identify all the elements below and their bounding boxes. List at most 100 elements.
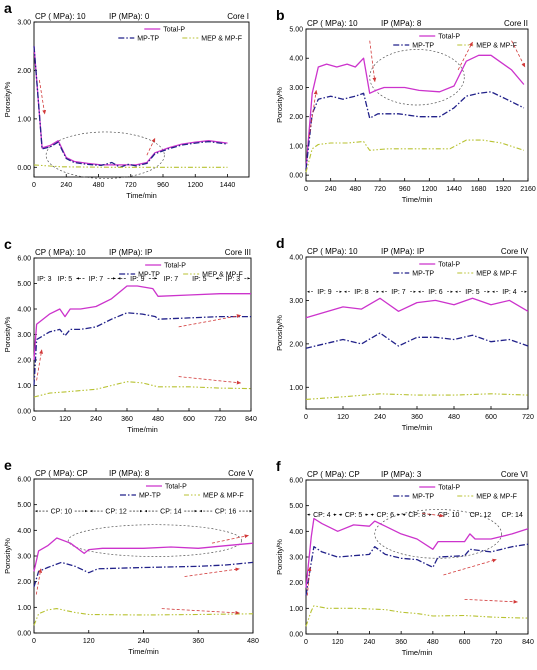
panel-letter: b — [276, 7, 285, 23]
x-tick-label: 480 — [247, 638, 259, 645]
phase-segment: IP: 8 — [344, 289, 379, 296]
series-line-1 — [305, 297, 529, 319]
y-tick-label: 5.00 — [17, 502, 31, 509]
y-axis-label: Porosity/% — [3, 81, 12, 117]
x-tick-label: 480 — [427, 639, 439, 646]
highlight-ellipse — [45, 131, 165, 179]
x-tick-label: 240 — [325, 186, 337, 193]
legend-entry: Total-P — [419, 485, 460, 492]
trend-arrow — [178, 376, 242, 385]
y-tick-label: 4.00 — [17, 307, 31, 314]
trend-arrow — [161, 608, 240, 615]
y-axis-label: Porosity/% — [275, 315, 284, 351]
y-tick-label: 2.00 — [17, 68, 31, 75]
y-tick-label: 4.00 — [17, 528, 31, 535]
ip-label: IP (MPa): 0 — [109, 12, 150, 21]
series-line-2 — [305, 543, 529, 596]
ip-label: IP (MPa): 3 — [381, 470, 422, 479]
y-tick-label: 5.00 — [289, 27, 303, 34]
trend-arrow — [184, 567, 240, 577]
core-label: Core II — [504, 19, 528, 28]
highlight-ellipse — [374, 509, 502, 559]
phase-segment: IP: 7 — [76, 276, 116, 283]
phase-label: IP: 7 — [164, 276, 179, 283]
cp-label: CP ( MPa): 10 — [35, 248, 86, 257]
x-tick-label: 480 — [93, 182, 105, 189]
y-tick-label: 1.00 — [17, 605, 31, 612]
cp-label: CP ( MPa): CP — [307, 470, 360, 479]
legend-label: MEP & MP-F — [203, 493, 244, 500]
y-tick-label: 4.00 — [289, 56, 303, 63]
legend-entry: MEP & MP-F — [182, 36, 242, 43]
panel-b: b CP ( MPa): 10 IP (MPa): 8 Core II 0.00 1.00… — [275, 7, 536, 204]
y-tick-label: 1.00 — [289, 606, 303, 613]
y-tick-label: 1.00 — [289, 143, 303, 150]
y-tick-label: 2.00 — [289, 341, 303, 348]
legend-label: MEP & MP-F — [476, 494, 517, 501]
legend-entry: MEP & MP-F — [457, 43, 517, 50]
y-tick-label: 3.00 — [17, 20, 31, 27]
x-axis-label: Time/min — [128, 647, 159, 656]
cp-label: CP ( MPa): 10 — [307, 247, 358, 256]
legend-entry: Total-P — [145, 263, 186, 270]
x-tick-label: 240 — [60, 182, 72, 189]
phase-label: CP: 12 — [470, 512, 492, 519]
y-tick-label: 2.00 — [17, 358, 31, 365]
phase-segment: CP: 6 — [370, 512, 401, 519]
x-tick-label: 600 — [183, 416, 195, 423]
series-line-2 — [33, 312, 251, 386]
x-tick-label: 120 — [59, 416, 71, 423]
x-axis-label: Time/min — [126, 191, 157, 200]
legend-label: MEP & MP-F — [476, 43, 517, 50]
y-tick-label: 0.00 — [289, 632, 303, 639]
y-tick-label: 0.00 — [17, 409, 31, 416]
y-tick-label: 1.00 — [17, 383, 31, 390]
x-tick-label: 360 — [192, 638, 204, 645]
phase-label: IP: 8 — [354, 289, 369, 296]
x-tick-label: 1920 — [496, 186, 512, 193]
phase-label: IP: 5 — [192, 276, 207, 283]
legend-entry: MP-TP — [393, 494, 434, 501]
phase-segment: CP: 12 — [89, 509, 143, 516]
phase-segment: IP: 7 — [381, 289, 416, 296]
panel-e: e CP ( MPa): CP IP (MPa): 8 Core V 0.00 1.00 2… — [3, 457, 259, 656]
x-tick-label: 1680 — [471, 186, 487, 193]
x-tick-label: 1440 — [446, 186, 462, 193]
phase-segment: CP: 12 — [470, 512, 492, 519]
x-tick-label: 480 — [349, 186, 361, 193]
x-tick-label: 0 — [32, 638, 36, 645]
x-tick-label: 240 — [90, 416, 102, 423]
legend-label: MP-TP — [412, 271, 434, 278]
y-tick-label: 6.00 — [17, 477, 31, 484]
x-tick-label: 240 — [364, 639, 376, 646]
x-tick-label: 1200 — [187, 182, 203, 189]
phase-segment: CP: 10 — [438, 512, 460, 519]
phase-segment: IP: 7 — [164, 276, 179, 283]
panel-letter: d — [276, 235, 285, 251]
series-line-1 — [305, 54, 525, 170]
y-tick-label: 3.00 — [289, 555, 303, 562]
x-axis-label: Time/min — [402, 648, 433, 657]
panel-f: f CP ( MPa): CP IP (MPa): 3 Core VI 0.00 1.00… — [275, 458, 534, 657]
x-tick-label: 0 — [32, 416, 36, 423]
panel-letter: f — [276, 458, 281, 474]
legend-entry: MEP & MP-F — [457, 271, 517, 278]
series-line-2 — [33, 561, 254, 587]
x-tick-label: 120 — [332, 639, 344, 646]
core-label: Core I — [227, 12, 249, 21]
y-tick-label: 6.00 — [17, 256, 31, 263]
core-label: Core VI — [501, 470, 528, 479]
x-tick-label: 0 — [304, 639, 308, 646]
x-tick-label: 360 — [395, 639, 407, 646]
x-tick-label: 0 — [304, 186, 308, 193]
phase-segment: CP: 8 — [402, 512, 432, 519]
y-tick-label: 3.00 — [289, 298, 303, 305]
axes-frame — [33, 21, 250, 178]
x-tick-label: 120 — [83, 638, 95, 645]
legend-label: MP-TP — [139, 493, 161, 500]
x-tick-label: 960 — [399, 186, 411, 193]
x-axis-label: Time/min — [127, 425, 158, 434]
series-line-2 — [33, 46, 228, 168]
phase-segment: CP: 14 — [501, 512, 523, 519]
